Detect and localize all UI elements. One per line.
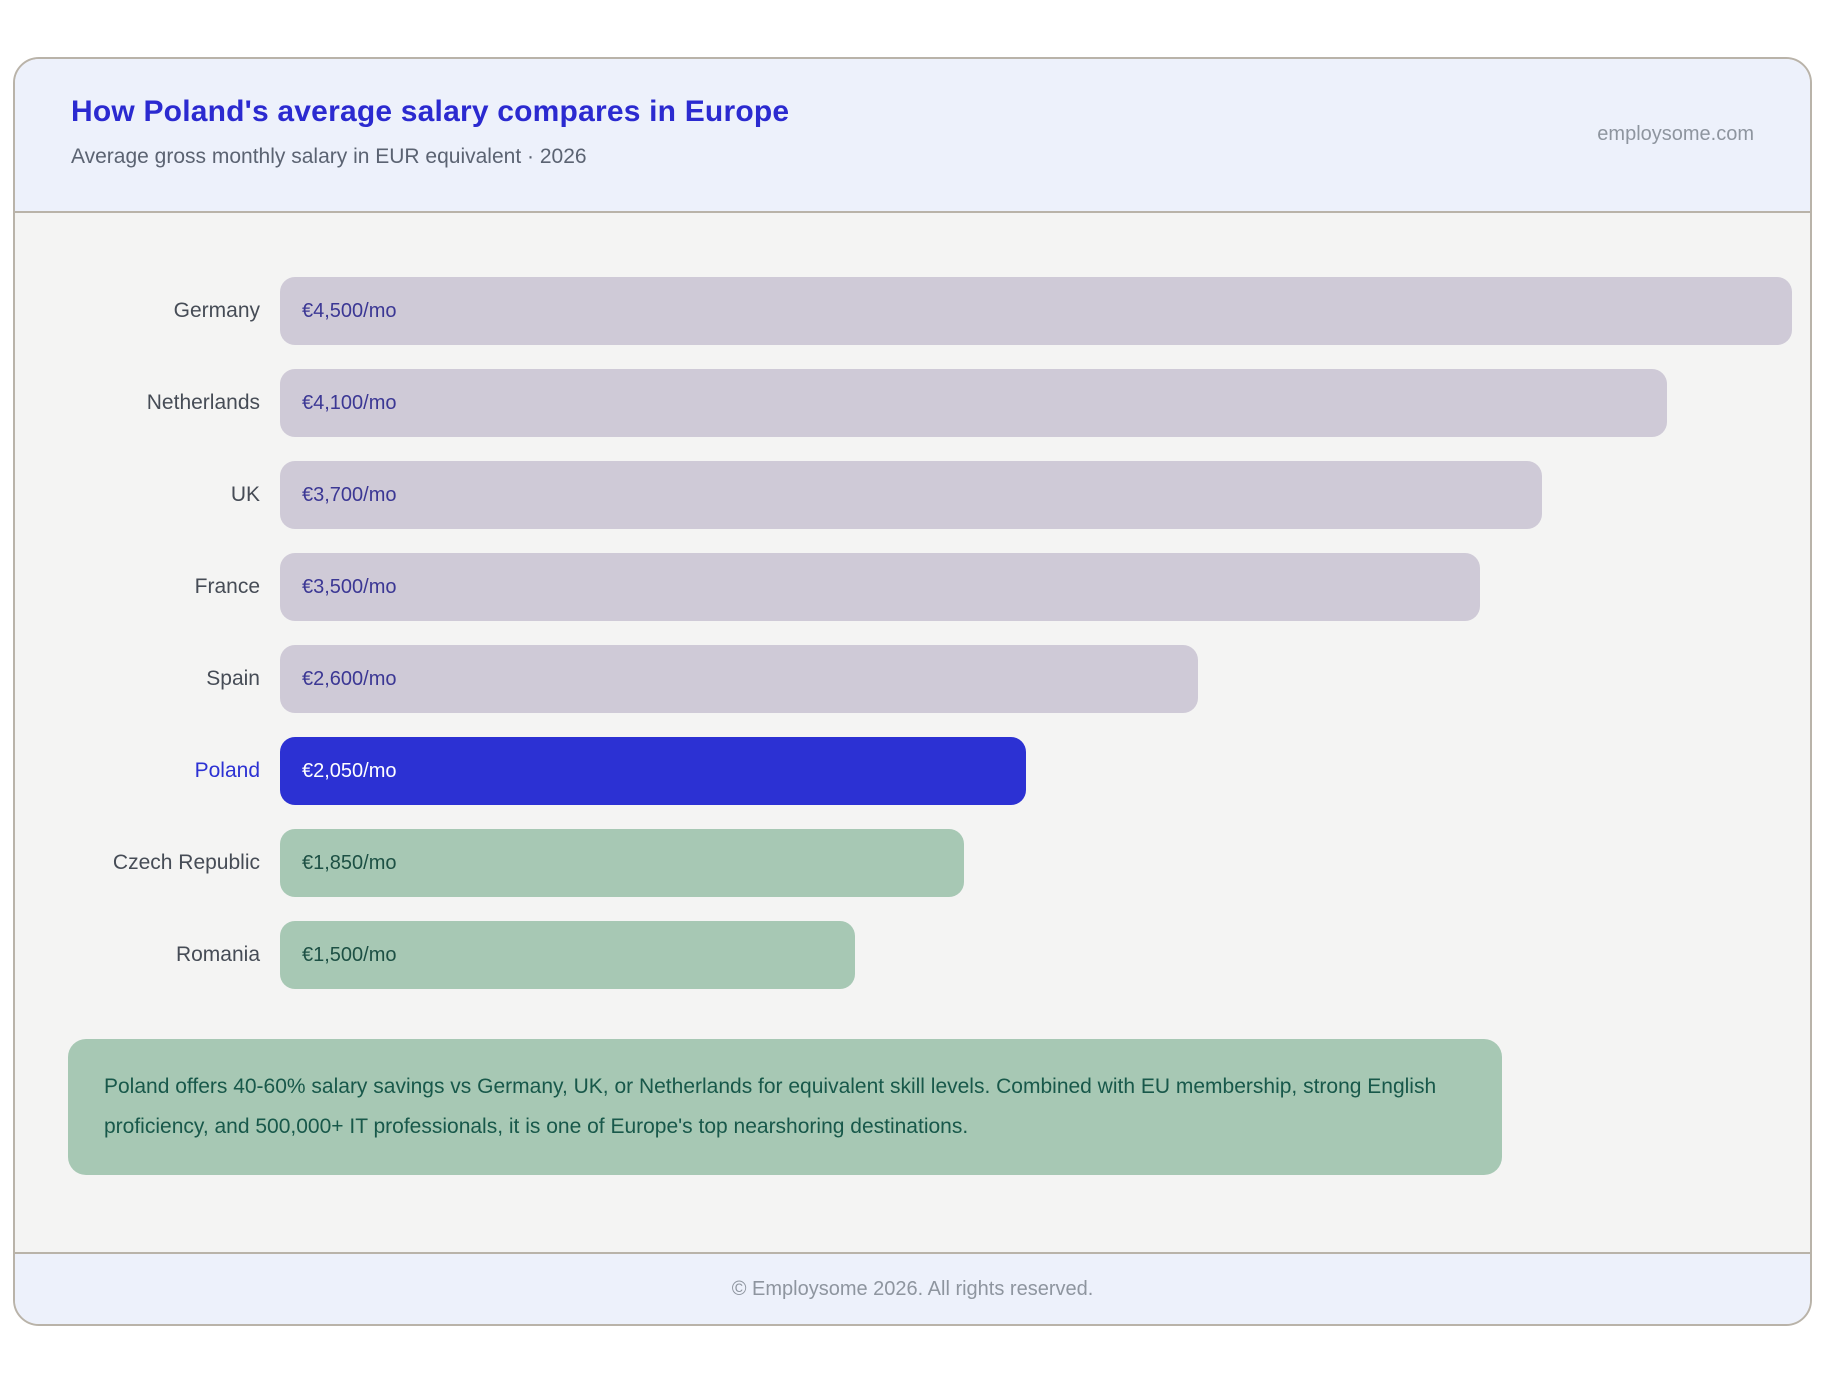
- value-bar: €2,050/mo: [280, 737, 1027, 805]
- value-bar: €3,500/mo: [280, 553, 1480, 621]
- card-footer: © Employsome 2026. All rights reserved.: [15, 1252, 1810, 1324]
- insight-note: Poland offers 40-60% salary savings vs G…: [68, 1039, 1502, 1175]
- bar-value-label: €2,050/mo: [302, 759, 397, 782]
- category-label: Romania: [175, 943, 260, 966]
- page-title: How Poland's average salary compares in …: [71, 95, 790, 128]
- bar-track: €4,500/mo: [280, 277, 1792, 345]
- bar-chart: Germany €4,500/mo Netherlands €4,100/mo UK €3…: [15, 213, 1810, 1252]
- category-label: Czech Republic: [112, 851, 260, 874]
- bar-track: €3,700/mo: [280, 461, 1792, 529]
- chart-row: Poland €2,050/mo: [15, 737, 1810, 805]
- bar-track: €1,850/mo: [280, 829, 1792, 897]
- value-bar: €4,500/mo: [280, 277, 1792, 345]
- bar-value-label: €2,600/mo: [302, 667, 397, 690]
- bar-value-label: €3,500/mo: [302, 575, 397, 598]
- category-label: UK: [230, 483, 260, 506]
- bar-track: €4,100/mo: [280, 369, 1792, 437]
- bar-value-label: €1,850/mo: [302, 851, 397, 874]
- chart-row: Romania €1,500/mo: [15, 921, 1810, 989]
- card-header: How Poland's average salary compares in …: [15, 59, 1810, 213]
- value-bar: €1,500/mo: [280, 921, 855, 989]
- value-bar: €4,100/mo: [280, 369, 1667, 437]
- bar-value-label: €3,700/mo: [302, 483, 397, 506]
- copyright-text: © Employsome 2026. All rights reserved.: [731, 1277, 1094, 1300]
- bar-track: €1,500/mo: [280, 921, 1792, 989]
- bar-track: €2,600/mo: [280, 645, 1792, 713]
- category-label: Netherlands: [146, 391, 260, 414]
- chart-row: UK €3,700/mo: [15, 461, 1810, 529]
- chart-rows: Germany €4,500/mo Netherlands €4,100/mo UK €3…: [15, 277, 1810, 989]
- category-label: Spain: [206, 667, 260, 690]
- chart-row: Czech Republic €1,850/mo: [15, 829, 1810, 897]
- value-bar: €1,850/mo: [280, 829, 964, 897]
- category-label: Germany: [173, 299, 260, 322]
- chart-row: France €3,500/mo: [15, 553, 1810, 621]
- bar-value-label: €1,500/mo: [302, 943, 397, 966]
- chart-row: Spain €2,600/mo: [15, 645, 1810, 713]
- infographic-card: How Poland's average salary compares in …: [13, 57, 1812, 1326]
- bar-track: €3,500/mo: [280, 553, 1792, 621]
- bar-track: €2,050/mo: [280, 737, 1792, 805]
- value-bar: €3,700/mo: [280, 461, 1543, 529]
- category-label: Poland: [194, 759, 260, 782]
- value-bar: €2,600/mo: [280, 645, 1199, 713]
- category-label: France: [194, 575, 260, 598]
- chart-row: Netherlands €4,100/mo: [15, 369, 1810, 437]
- site-watermark: employsome.com: [1597, 123, 1754, 145]
- bar-value-label: €4,500/mo: [302, 299, 397, 322]
- bar-value-label: €4,100/mo: [302, 391, 397, 414]
- header-text-block: How Poland's average salary compares in …: [71, 95, 789, 169]
- chart-row: Germany €4,500/mo: [15, 277, 1810, 345]
- page-subtitle: Average gross monthly salary in EUR equi…: [71, 145, 587, 168]
